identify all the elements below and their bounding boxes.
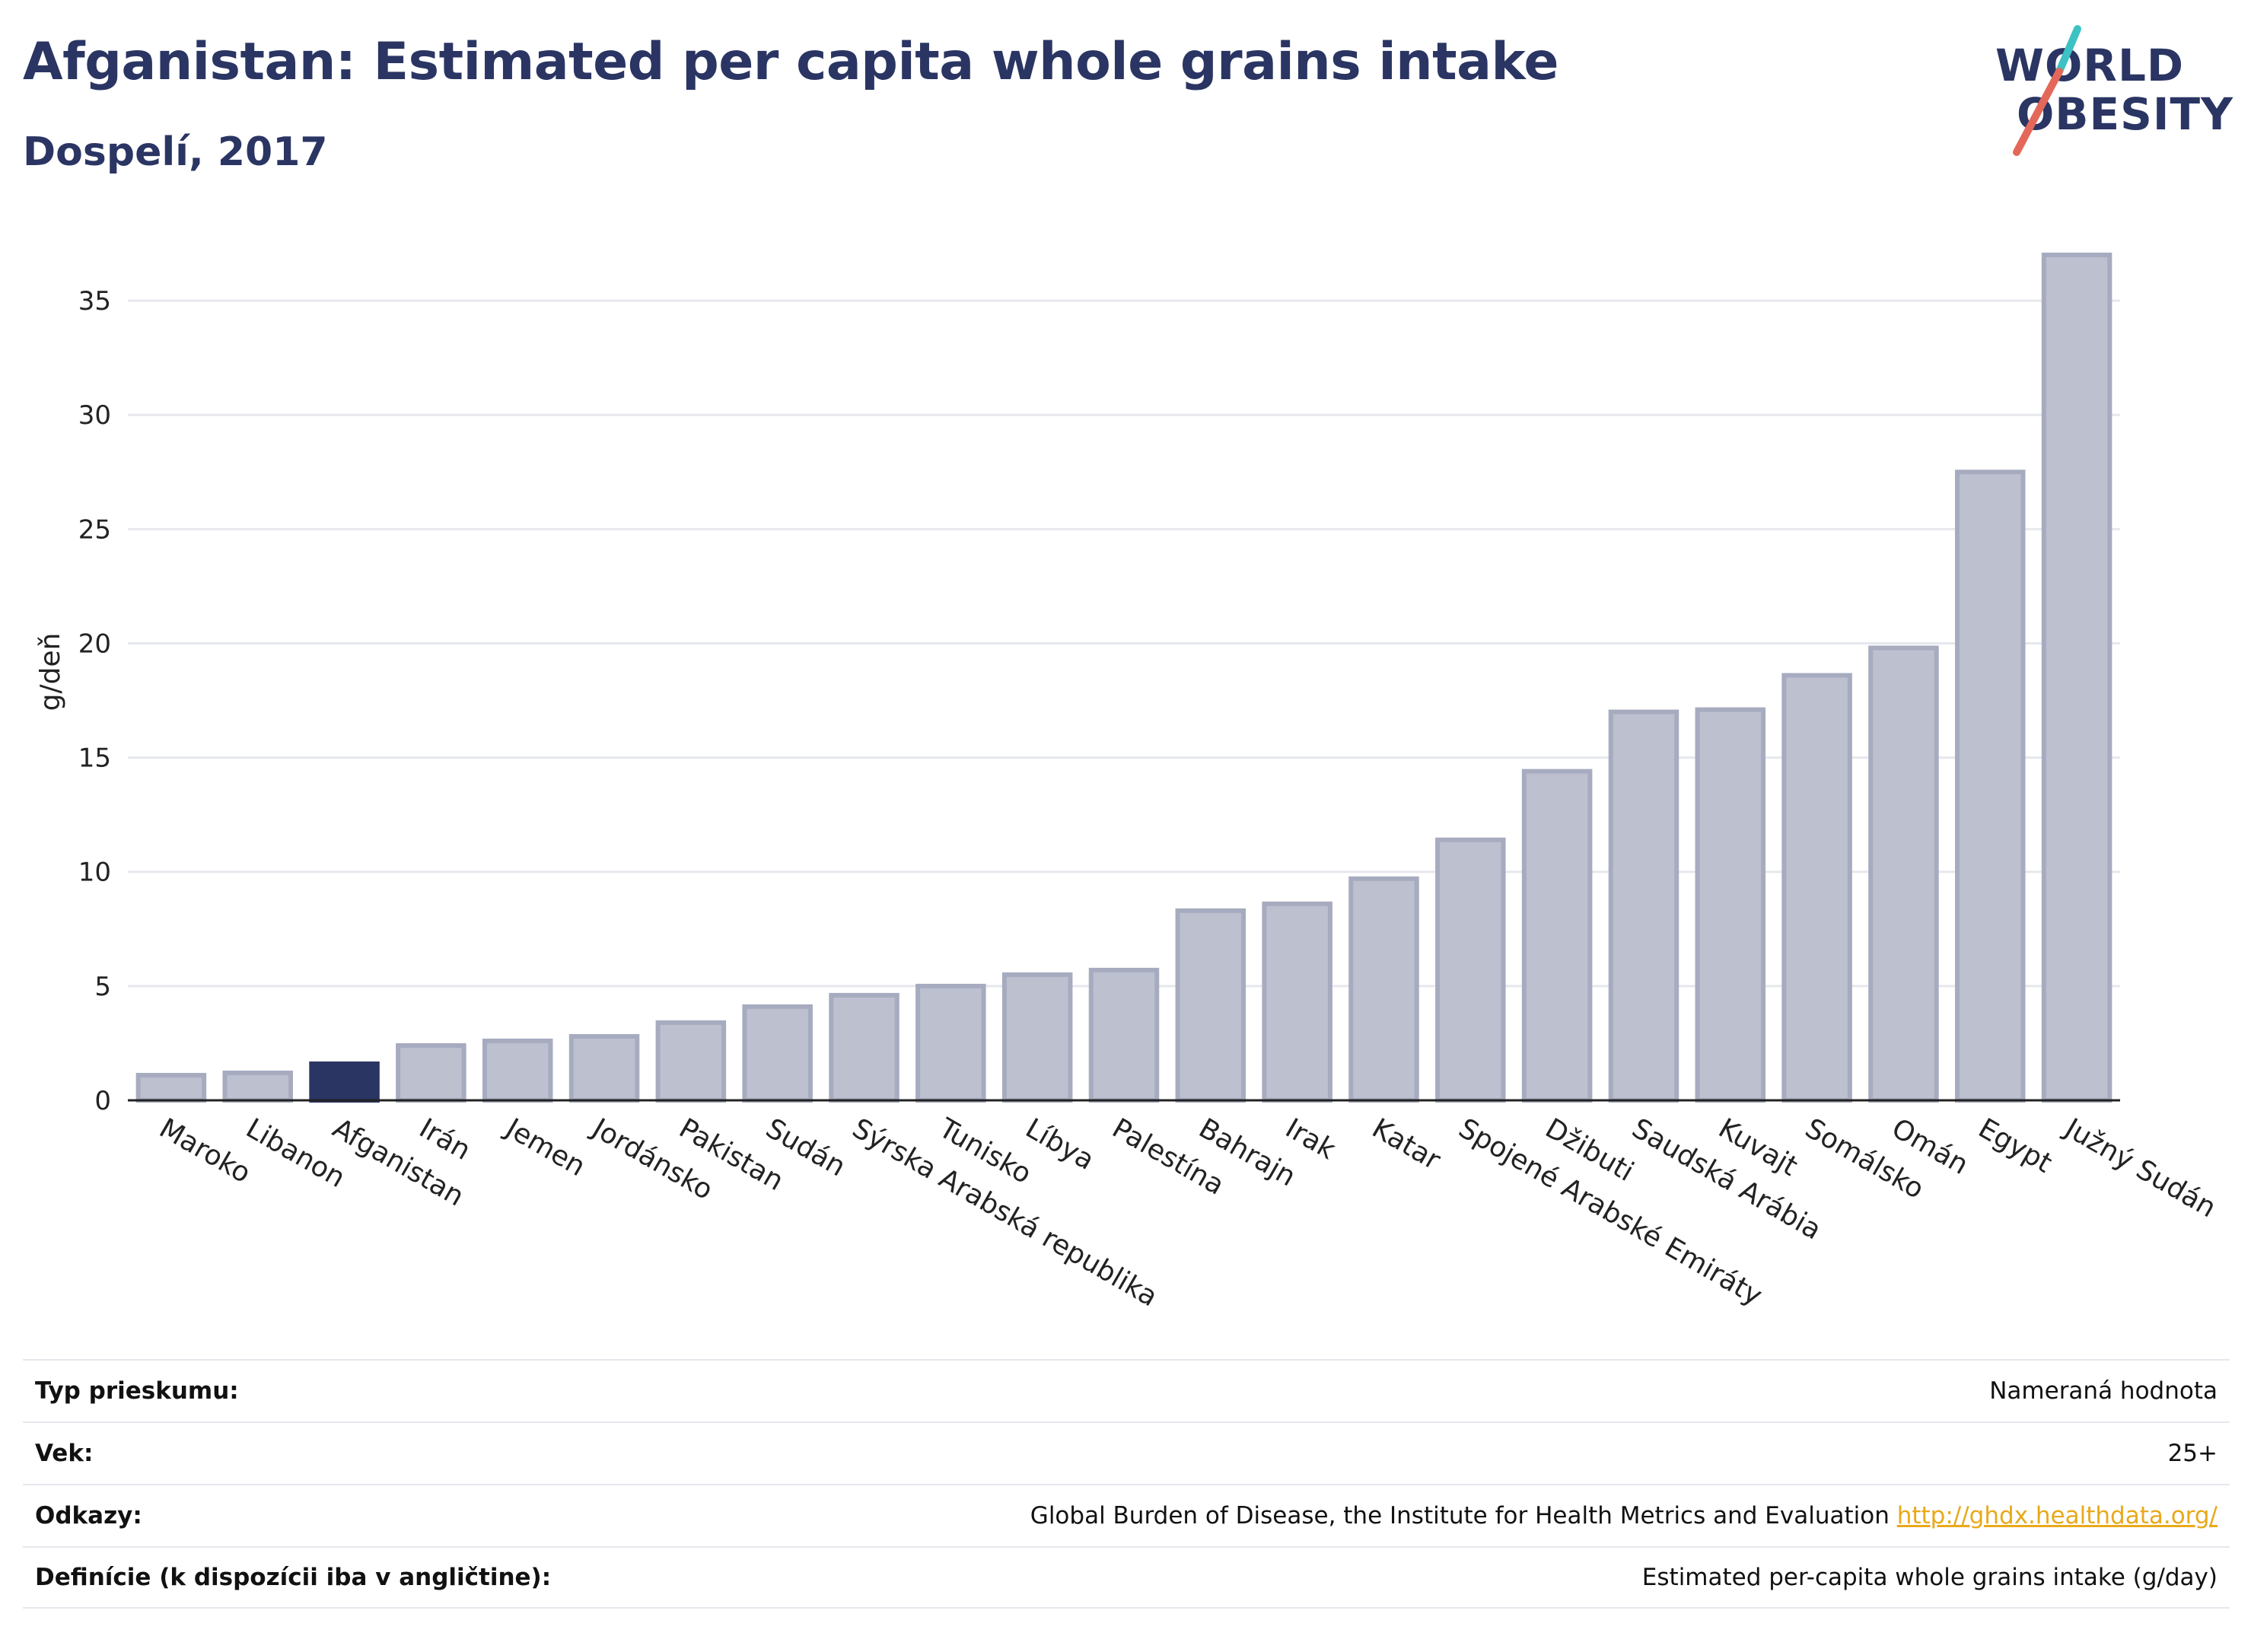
- bar: [1435, 837, 1506, 1103]
- footer-row-age: Vek: 25+: [23, 1421, 2230, 1484]
- bar: [1262, 901, 1332, 1103]
- footer-key: Definície (k dispozícii iba v angličtine…: [35, 1564, 552, 1591]
- bar: [1348, 876, 1419, 1103]
- bar: [2041, 253, 2113, 1103]
- footer-row-definition: Definície (k dispozícii iba v angličtine…: [23, 1546, 2230, 1609]
- bar: [1175, 908, 1246, 1103]
- reference-link[interactable]: http://ghdx.healthdata.org/: [1896, 1502, 2218, 1529]
- bar: [1001, 972, 1073, 1103]
- bar: [222, 1070, 293, 1103]
- footer-key: Vek:: [35, 1440, 94, 1467]
- bar: [1521, 769, 1593, 1103]
- bar-chart: 05101520253035g/deňMarokoLibanonAfganist…: [35, 253, 2221, 1313]
- x-tick-label: Maroko: [154, 1112, 256, 1189]
- footer-key: Odkazy:: [35, 1502, 142, 1529]
- bar: [915, 983, 986, 1103]
- footer-value: Nameraná hodnota: [1989, 1377, 2218, 1405]
- bar: [482, 1038, 553, 1103]
- footer-value: 25+: [2167, 1440, 2218, 1467]
- y-tick-label: 35: [78, 286, 111, 317]
- bar: [829, 992, 899, 1103]
- bar: [568, 1033, 640, 1103]
- bar: [655, 1020, 727, 1103]
- bar: [1955, 469, 2026, 1103]
- footer-row-references: Odkazy: Global Burden of Disease, the In…: [23, 1484, 2230, 1546]
- reference-text: Global Burden of Disease, the Institute …: [1030, 1502, 1890, 1529]
- x-tick-label: Libanon: [240, 1112, 350, 1194]
- bar: [1088, 967, 1160, 1103]
- y-tick-label: 15: [78, 743, 111, 774]
- bar: [1608, 709, 1679, 1103]
- bar: [135, 1072, 207, 1103]
- metadata-table: Typ prieskumu: Nameraná hodnota Vek: 25+…: [23, 1359, 2230, 1609]
- bar: [1868, 645, 1939, 1103]
- y-tick-label: 0: [94, 1086, 111, 1116]
- footer-value: Global Burden of Disease, the Institute …: [1030, 1502, 2218, 1529]
- bar: [396, 1042, 466, 1103]
- logo-line-1: WORLD: [1995, 40, 2185, 91]
- y-tick-label: 20: [78, 629, 111, 659]
- footer-key: Typ prieskumu:: [35, 1377, 239, 1405]
- page-title: Afganistan: Estimated per capita whole g…: [23, 32, 1559, 92]
- logo-line-2: OBESITY: [2017, 88, 2234, 140]
- x-tick-label: Irak: [1280, 1112, 1341, 1166]
- logo-slash-icon: [2013, 25, 2081, 156]
- y-tick-label: 10: [78, 858, 111, 888]
- page-subtitle: Dospelí, 2017: [23, 129, 328, 175]
- y-axis-label: g/deň: [35, 633, 66, 711]
- footer-row-survey-type: Typ prieskumu: Nameraná hodnota: [23, 1359, 2230, 1421]
- bar: [1695, 707, 1766, 1103]
- y-tick-label: 25: [78, 514, 111, 545]
- x-tick-label: Južný Sudán: [2058, 1112, 2221, 1224]
- x-tick-label: Egypt: [1973, 1112, 2057, 1179]
- bar: [309, 1061, 380, 1103]
- bar: [742, 1004, 813, 1103]
- bar: [1781, 673, 1852, 1103]
- world-obesity-logo[interactable]: WORLD OBESITY: [1986, 23, 2237, 160]
- footer-value: Estimated per-capita whole grains intake…: [1641, 1564, 2218, 1591]
- y-tick-label: 5: [94, 972, 111, 1002]
- x-tick-label: Jemen: [499, 1112, 591, 1183]
- y-tick-label: 30: [78, 400, 111, 431]
- x-tick-label: Katar: [1367, 1112, 1446, 1176]
